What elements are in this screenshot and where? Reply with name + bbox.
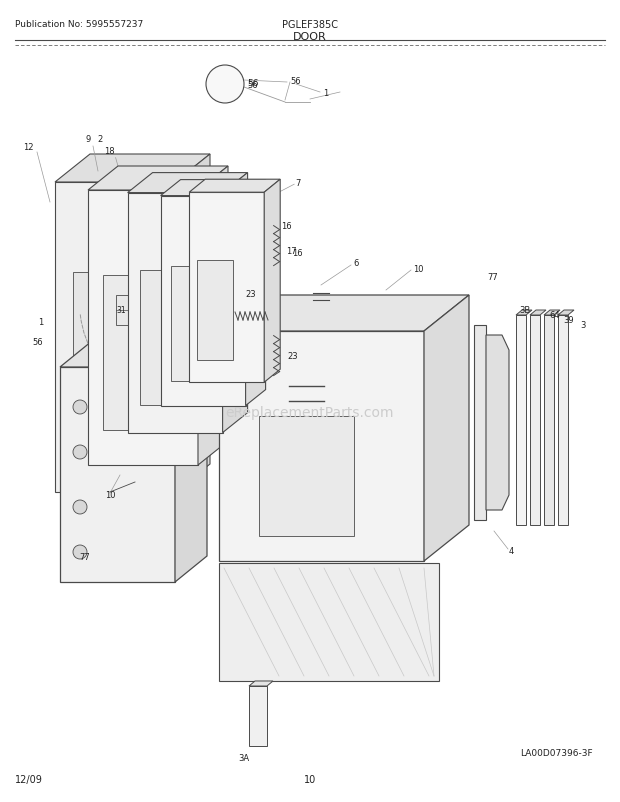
Text: LA00D07396-3F: LA00D07396-3F bbox=[520, 748, 593, 757]
Polygon shape bbox=[128, 173, 247, 193]
Circle shape bbox=[73, 445, 87, 460]
Polygon shape bbox=[249, 687, 267, 746]
Text: eReplacementParts.com: eReplacementParts.com bbox=[226, 406, 394, 419]
Text: 77: 77 bbox=[79, 553, 91, 561]
Text: 16: 16 bbox=[281, 222, 291, 231]
Circle shape bbox=[206, 66, 244, 104]
Text: 56: 56 bbox=[247, 79, 259, 88]
Text: 10: 10 bbox=[105, 491, 115, 500]
Polygon shape bbox=[189, 193, 264, 383]
Text: 3A: 3A bbox=[239, 754, 250, 763]
Text: 10: 10 bbox=[413, 264, 423, 273]
Polygon shape bbox=[424, 296, 469, 561]
Polygon shape bbox=[516, 316, 526, 525]
Text: 12: 12 bbox=[23, 144, 33, 152]
Polygon shape bbox=[55, 155, 210, 183]
Text: 7: 7 bbox=[295, 179, 301, 188]
Polygon shape bbox=[474, 326, 486, 520]
Polygon shape bbox=[60, 367, 175, 582]
Polygon shape bbox=[55, 183, 175, 492]
Text: 1: 1 bbox=[38, 318, 43, 327]
Text: 2: 2 bbox=[97, 134, 103, 144]
Polygon shape bbox=[246, 180, 265, 406]
Polygon shape bbox=[116, 296, 138, 326]
Text: 56: 56 bbox=[32, 338, 43, 347]
Text: 6: 6 bbox=[353, 259, 358, 268]
Text: 39: 39 bbox=[563, 316, 574, 325]
Text: 18: 18 bbox=[104, 147, 115, 156]
Polygon shape bbox=[219, 331, 424, 561]
Polygon shape bbox=[544, 316, 554, 525]
Polygon shape bbox=[140, 270, 190, 405]
Polygon shape bbox=[175, 155, 210, 492]
Text: 1: 1 bbox=[323, 88, 328, 97]
Polygon shape bbox=[103, 276, 158, 431]
Polygon shape bbox=[175, 342, 207, 582]
Polygon shape bbox=[73, 273, 133, 448]
Text: 56: 56 bbox=[290, 76, 301, 85]
Polygon shape bbox=[88, 191, 198, 465]
Polygon shape bbox=[88, 167, 228, 191]
Polygon shape bbox=[128, 193, 223, 433]
Polygon shape bbox=[259, 416, 354, 537]
Text: DOOR: DOOR bbox=[293, 32, 327, 42]
Text: 3: 3 bbox=[580, 321, 585, 330]
Polygon shape bbox=[558, 310, 574, 316]
Polygon shape bbox=[264, 180, 280, 383]
Text: 77: 77 bbox=[487, 273, 498, 282]
Polygon shape bbox=[223, 173, 247, 433]
Polygon shape bbox=[219, 296, 469, 331]
Polygon shape bbox=[161, 180, 265, 196]
Polygon shape bbox=[544, 310, 560, 316]
Polygon shape bbox=[219, 563, 439, 681]
Polygon shape bbox=[189, 180, 280, 193]
Polygon shape bbox=[197, 261, 233, 361]
Polygon shape bbox=[516, 310, 532, 316]
Text: 23: 23 bbox=[245, 290, 255, 299]
Circle shape bbox=[73, 545, 87, 559]
Polygon shape bbox=[198, 167, 228, 465]
Text: 10: 10 bbox=[304, 774, 316, 784]
Text: 17: 17 bbox=[286, 247, 296, 256]
Text: 3B: 3B bbox=[519, 306, 530, 315]
Polygon shape bbox=[161, 196, 246, 406]
Polygon shape bbox=[530, 310, 546, 316]
Text: 4: 4 bbox=[509, 547, 514, 556]
Text: 12/09: 12/09 bbox=[15, 774, 43, 784]
Text: PGLEF385C: PGLEF385C bbox=[282, 20, 338, 30]
Polygon shape bbox=[530, 316, 540, 525]
Text: 9: 9 bbox=[86, 134, 91, 144]
Text: Publication No: 5995557237: Publication No: 5995557237 bbox=[15, 20, 143, 29]
Polygon shape bbox=[486, 335, 509, 510]
Polygon shape bbox=[249, 681, 273, 687]
Text: 31: 31 bbox=[116, 306, 126, 315]
Polygon shape bbox=[558, 316, 568, 525]
Text: 16: 16 bbox=[292, 249, 303, 257]
Polygon shape bbox=[60, 342, 207, 367]
Circle shape bbox=[73, 400, 87, 415]
Text: 23: 23 bbox=[288, 351, 298, 361]
Text: 56: 56 bbox=[247, 80, 258, 89]
Polygon shape bbox=[170, 266, 213, 381]
Text: 64: 64 bbox=[549, 311, 560, 320]
Circle shape bbox=[73, 500, 87, 514]
